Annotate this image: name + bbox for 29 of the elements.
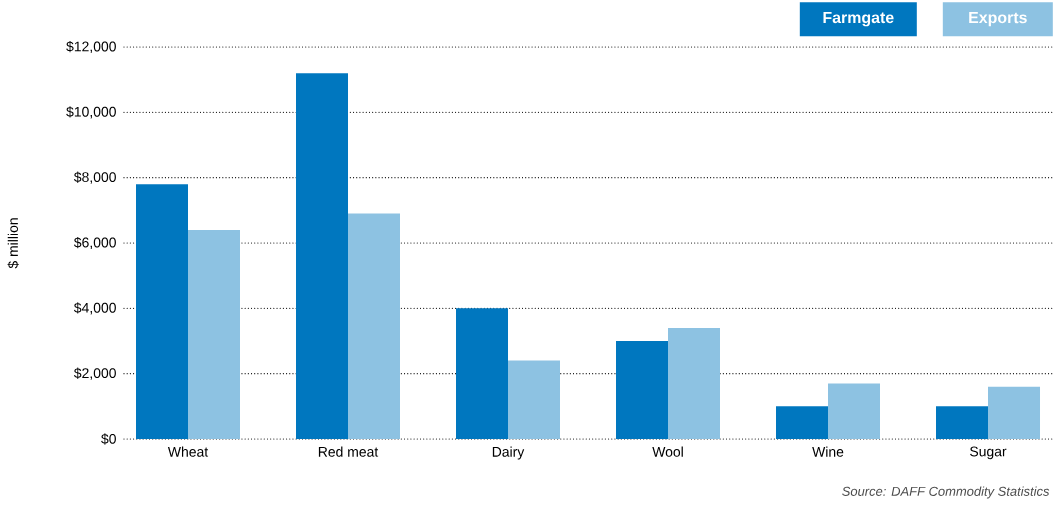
x-tick-label: Dairy [492, 446, 525, 460]
y-tick-label: $10,000 [66, 106, 116, 119]
y-tick-label: $6,000 [73, 236, 116, 250]
bar [456, 308, 508, 439]
x-tick-label: Wine [812, 446, 844, 457]
bar [616, 341, 668, 439]
bar [508, 360, 560, 439]
y-tick-label: $8,000 [73, 171, 116, 184]
bar [828, 383, 880, 439]
bar [136, 184, 188, 439]
bar [936, 406, 988, 439]
y-tick-label: $2,000 [73, 367, 116, 380]
source-note: Source: DAFF Commodity Statistics [842, 486, 1050, 499]
y-tick-label: $12,000 [66, 40, 116, 54]
y-tick-label: $4,000 [73, 302, 116, 315]
bar [296, 73, 348, 439]
bar [188, 229, 240, 439]
x-tick-label: Red meat [318, 446, 379, 457]
bar [776, 406, 828, 439]
text: Exports [969, 12, 1027, 27]
bar [668, 327, 720, 439]
bar [988, 386, 1041, 439]
y-tick-label: $0 [101, 433, 116, 445]
x-tick-label: Wheat [167, 446, 209, 457]
x-tick-label: Wool [652, 446, 683, 457]
x-tick-label: Sugar [970, 446, 1007, 460]
y-axis-title: $ million [7, 218, 19, 269]
text: Farmgate [823, 12, 894, 27]
bar [348, 213, 400, 439]
